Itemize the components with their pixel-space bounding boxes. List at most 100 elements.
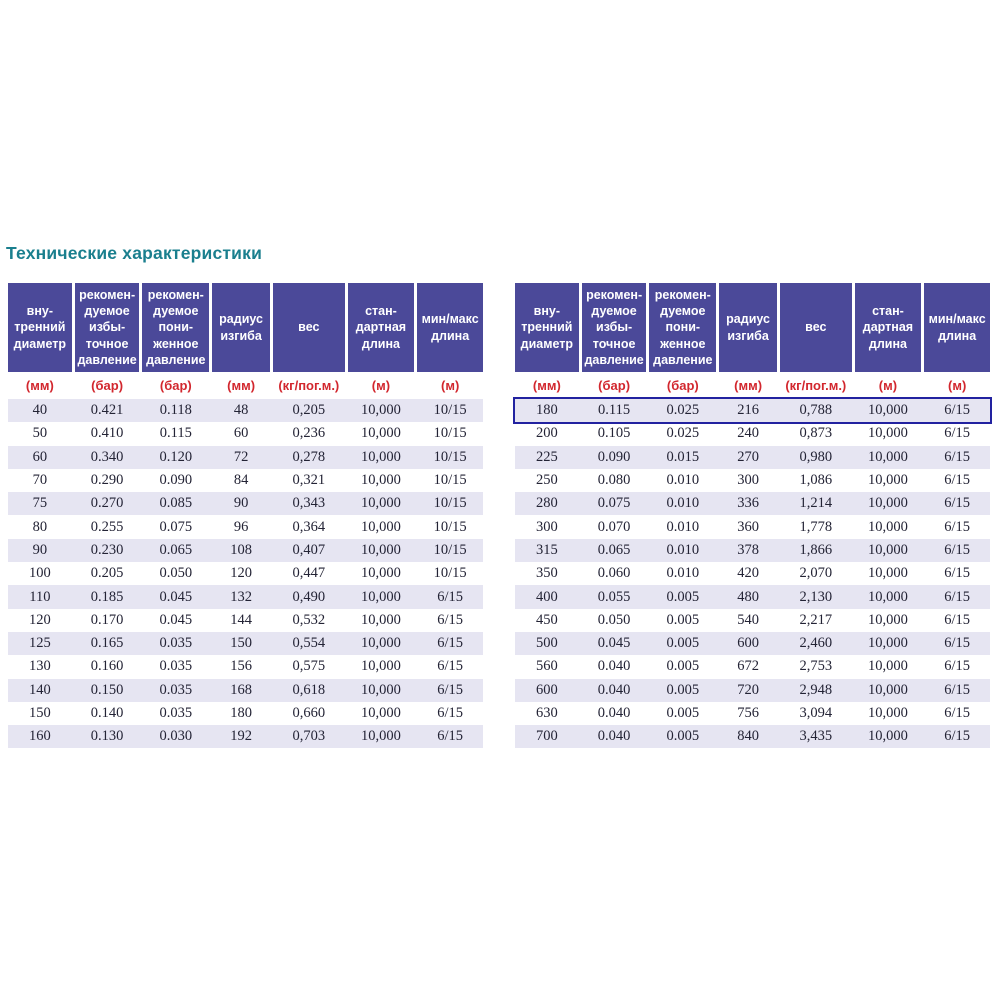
table-cell: 600 <box>737 635 759 652</box>
table-cell: 10,000 <box>361 681 401 698</box>
table-cell: 160 <box>28 728 51 745</box>
table-cell: 0,703 <box>292 728 326 745</box>
table-cell: 0.005 <box>666 588 700 605</box>
table-cell: 0.120 <box>159 448 193 465</box>
table-row: 630 0.040 0.005 756 3,094 10,000 6/15 <box>515 702 990 725</box>
unit-label: (бар) <box>598 378 631 393</box>
table-cell: 90 <box>32 541 48 558</box>
table-cell: 10,000 <box>361 448 401 465</box>
table-cell: 0.035 <box>159 705 193 721</box>
table-cell: 0,364 <box>292 518 326 535</box>
table-cell: 10,000 <box>361 611 401 628</box>
unit-label: (м) <box>441 378 460 393</box>
table-cell: 336 <box>737 495 759 512</box>
table-cell: 10,000 <box>868 588 908 605</box>
table-cell: 0.015 <box>666 448 700 465</box>
table-cell: 0.025 <box>666 425 700 442</box>
table-cell: 10/15 <box>433 448 467 465</box>
table-cell: 10,000 <box>868 565 908 582</box>
table-cell: 6/15 <box>944 541 971 558</box>
table-cell: 6/15 <box>944 565 971 582</box>
table-cell: 0.045 <box>597 635 631 652</box>
table-cell: 10,000 <box>361 518 401 535</box>
table-row: 75 0.270 0.085 90 0,343 10,000 10/15 <box>8 492 483 516</box>
table-cell: 350 <box>535 565 558 582</box>
table-cell: 0,618 <box>292 681 326 698</box>
table-row: 225 0.090 0.015 270 0,980 10,000 6/15 <box>515 445 990 469</box>
table-cell: 0.005 <box>666 658 700 675</box>
table-cell: 0.160 <box>90 658 124 675</box>
table-cell: 10,000 <box>868 495 908 512</box>
table-cell: 0.010 <box>666 472 700 489</box>
table-cell: 10,000 <box>868 611 908 628</box>
column-header: вес <box>780 283 852 372</box>
table-row: 315 0.065 0.010 378 1,866 10,000 6/15 <box>515 538 990 563</box>
table-cell: 156 <box>230 658 252 675</box>
table-cell: 150 <box>28 705 51 721</box>
table-cell: 720 <box>737 681 759 698</box>
table-header-row: вну- тренний диаметр рекомен- дуемое избы… <box>8 283 483 372</box>
table-row: 140 0.150 0.035 168 0,618 10,000 6/15 <box>8 678 483 702</box>
table-cell: 700 <box>535 728 558 745</box>
table-cell: 6/15 <box>944 635 971 652</box>
table-cell: 0.055 <box>597 588 631 605</box>
column-header: мин/макс длина <box>417 283 483 372</box>
table-cell: 0,490 <box>292 588 326 605</box>
table-row: 700 0.040 0.005 840 3,435 10,000 6/15 <box>515 725 990 749</box>
table-cell: 0.035 <box>159 635 193 652</box>
table-cell: 600 <box>535 681 558 698</box>
table-cell: 0,447 <box>292 565 326 582</box>
table-cell: 10,000 <box>361 658 401 675</box>
table-cell: 0.050 <box>159 565 193 582</box>
table-cell: 240 <box>737 425 759 442</box>
table-cell: 72 <box>233 448 249 465</box>
column-header: рекомен- дуемое избы- точное давление <box>581 283 647 372</box>
table-cell: 10,000 <box>868 705 908 721</box>
table-cell: 10,000 <box>361 705 401 721</box>
table-cell: 0.070 <box>597 518 631 535</box>
table-cell: 48 <box>233 402 249 419</box>
table-cell: 6/15 <box>944 588 971 605</box>
table-cell: 0,343 <box>292 495 326 512</box>
table-cell: 168 <box>230 681 252 698</box>
table-cell: 2,460 <box>799 635 833 652</box>
table-cell: 0.010 <box>666 518 700 535</box>
column-header: вну- тренний диаметр <box>8 283 72 372</box>
spec-table-large-diameters: вну- тренний диаметр рекомен- дуемое избы… <box>515 283 990 749</box>
table-cell: 0.205 <box>90 565 124 582</box>
table-cell: 480 <box>737 588 759 605</box>
table-cell: 108 <box>230 541 252 558</box>
table-cell: 0,532 <box>292 611 326 628</box>
table-cell: 0.005 <box>666 705 700 721</box>
table-cell: 0.010 <box>666 541 700 558</box>
table-cell: 378 <box>737 541 759 558</box>
table-cell: 0.060 <box>597 565 631 582</box>
table-cell: 0.075 <box>159 518 193 535</box>
table-cell: 80 <box>32 518 48 535</box>
table-cell: 200 <box>535 425 558 442</box>
table-cell: 0.115 <box>159 425 192 442</box>
table-cell: 6/15 <box>944 681 971 698</box>
table-cell: 10,000 <box>361 588 401 605</box>
table-cell: 100 <box>28 565 51 582</box>
table-cell: 1,214 <box>799 495 833 512</box>
table-cell: 250 <box>535 472 558 489</box>
table-cell: 6/15 <box>944 658 971 675</box>
table-cell: 6/15 <box>437 681 464 698</box>
table-cell: 10,000 <box>361 728 401 745</box>
table-cell: 10,000 <box>868 635 908 652</box>
table-cell: 90 <box>233 495 249 512</box>
table-cell: 450 <box>535 611 558 628</box>
table-cell: 0.045 <box>159 588 193 605</box>
table-cell: 270 <box>737 448 759 465</box>
table-cell: 0.005 <box>666 635 700 652</box>
table-cell: 10/15 <box>433 425 467 442</box>
table-cell: 6/15 <box>437 635 464 652</box>
table-cell: 180 <box>535 402 558 419</box>
units-row: (мм) (бар) (бар) (мм) (кг/пог.м.) (м) (м) <box>515 372 990 399</box>
table-cell: 300 <box>737 472 759 489</box>
table-row: 40 0.421 0.118 48 0,205 10,000 10/15 <box>8 399 483 423</box>
table-cell: 6/15 <box>437 658 464 675</box>
table-cell: 0.025 <box>666 402 700 419</box>
unit-label: (м) <box>371 378 391 393</box>
